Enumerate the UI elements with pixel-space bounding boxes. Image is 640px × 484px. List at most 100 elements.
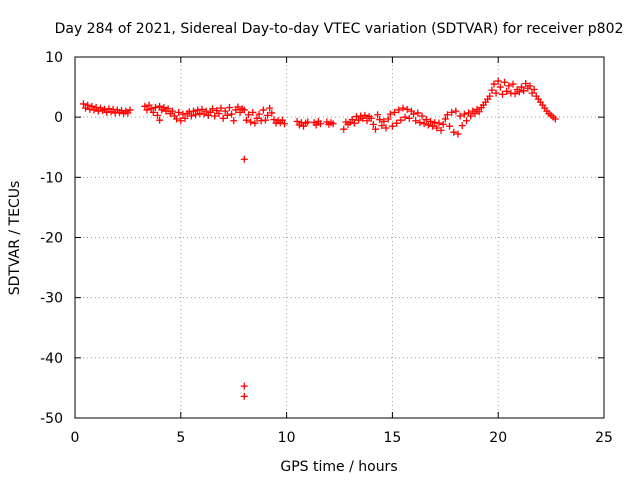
- data-point: [329, 120, 337, 128]
- data-point: [386, 110, 394, 118]
- data-point: [168, 107, 176, 115]
- y-tick-label: -40: [40, 351, 63, 367]
- data-point: [206, 108, 214, 116]
- data-point: [160, 104, 168, 112]
- data-point: [209, 105, 217, 113]
- data-point: [475, 108, 483, 116]
- y-tick-label: 0: [54, 110, 63, 126]
- data-point: [304, 118, 312, 126]
- data-point: [251, 119, 259, 127]
- data-point: [414, 109, 422, 117]
- data-point: [261, 116, 269, 124]
- x-tick-label: 15: [383, 430, 401, 446]
- data-point: [467, 112, 475, 120]
- data-point: [441, 115, 449, 123]
- data-point: [403, 105, 411, 113]
- data-point: [245, 111, 253, 119]
- data-point: [242, 116, 250, 124]
- data-point: [211, 112, 219, 120]
- data-point: [496, 83, 504, 91]
- data-point: [253, 114, 261, 122]
- data-point: [422, 116, 430, 124]
- data-point: [450, 128, 458, 136]
- data-point: [223, 111, 231, 119]
- data-point: [312, 121, 320, 129]
- data-point: [145, 101, 153, 109]
- data-point: [181, 114, 189, 122]
- data-point: [517, 83, 525, 91]
- data-point: [371, 125, 379, 133]
- data-point: [141, 102, 149, 110]
- data-point: [501, 78, 509, 86]
- data-point: [488, 86, 496, 94]
- data-point: [437, 126, 445, 134]
- chart-title: Day 284 of 2021, Sidereal Day-to-day VTE…: [55, 21, 624, 37]
- data-point: [147, 105, 155, 113]
- data-point: [369, 120, 377, 128]
- data-point: [348, 116, 356, 124]
- data-point: [154, 111, 162, 119]
- data-point: [388, 122, 396, 130]
- data-point: [151, 104, 159, 112]
- data-point: [429, 122, 437, 130]
- data-point: [526, 82, 534, 90]
- x-axis-label: GPS time / hours: [280, 459, 397, 475]
- data-point: [458, 122, 466, 130]
- data-point: [494, 77, 502, 85]
- data-point: [230, 117, 238, 125]
- data-point: [293, 117, 301, 125]
- data-point: [187, 112, 195, 120]
- data-point: [456, 112, 464, 120]
- data-point: [443, 111, 451, 119]
- x-tick-label: 0: [71, 430, 80, 446]
- data-point: [247, 118, 255, 126]
- grid: [75, 57, 604, 418]
- x-tick-label: 10: [278, 430, 296, 446]
- data-point: [420, 120, 428, 128]
- data-point: [268, 109, 276, 117]
- data-point: [236, 108, 244, 116]
- data-point: [156, 102, 164, 110]
- data-point: [509, 80, 517, 88]
- data-point: [126, 106, 134, 114]
- axis-tick-labels: 0 5 10 15 20 25 10 0 -10 -20 -30 -40 -50: [40, 50, 613, 446]
- data-point: [395, 106, 403, 114]
- data-point: [416, 119, 424, 127]
- y-tick-label: -10: [40, 170, 63, 186]
- data-point: [448, 108, 456, 116]
- data-point: [520, 87, 528, 95]
- data-point: [266, 104, 274, 112]
- data-point: [189, 107, 197, 115]
- data-point: [498, 90, 506, 98]
- data-point: [173, 115, 181, 123]
- data-point: [490, 80, 498, 88]
- data-point: [380, 117, 388, 125]
- data-point: [255, 110, 263, 118]
- data-point: [410, 110, 418, 118]
- data-point: [280, 120, 288, 128]
- y-tick-label: -30: [40, 291, 63, 307]
- data-point: [240, 382, 248, 390]
- data-point: [462, 117, 470, 125]
- data-point: [198, 105, 206, 113]
- data-point: [240, 155, 248, 163]
- data-point: [278, 116, 286, 124]
- data-point: [515, 88, 523, 96]
- data-point: [316, 120, 324, 128]
- data-point: [397, 116, 405, 124]
- data-point: [426, 117, 434, 125]
- data-point: [433, 124, 441, 132]
- data-point: [84, 101, 92, 109]
- data-point: [551, 115, 559, 123]
- x-tick-label: 25: [595, 430, 613, 446]
- data-point: [374, 111, 382, 119]
- data-point: [164, 105, 172, 113]
- data-point: [418, 112, 426, 120]
- data-point: [350, 119, 358, 127]
- data-point: [228, 110, 236, 118]
- data-point: [446, 122, 454, 130]
- data-point: [399, 104, 407, 112]
- data-point: [439, 120, 447, 128]
